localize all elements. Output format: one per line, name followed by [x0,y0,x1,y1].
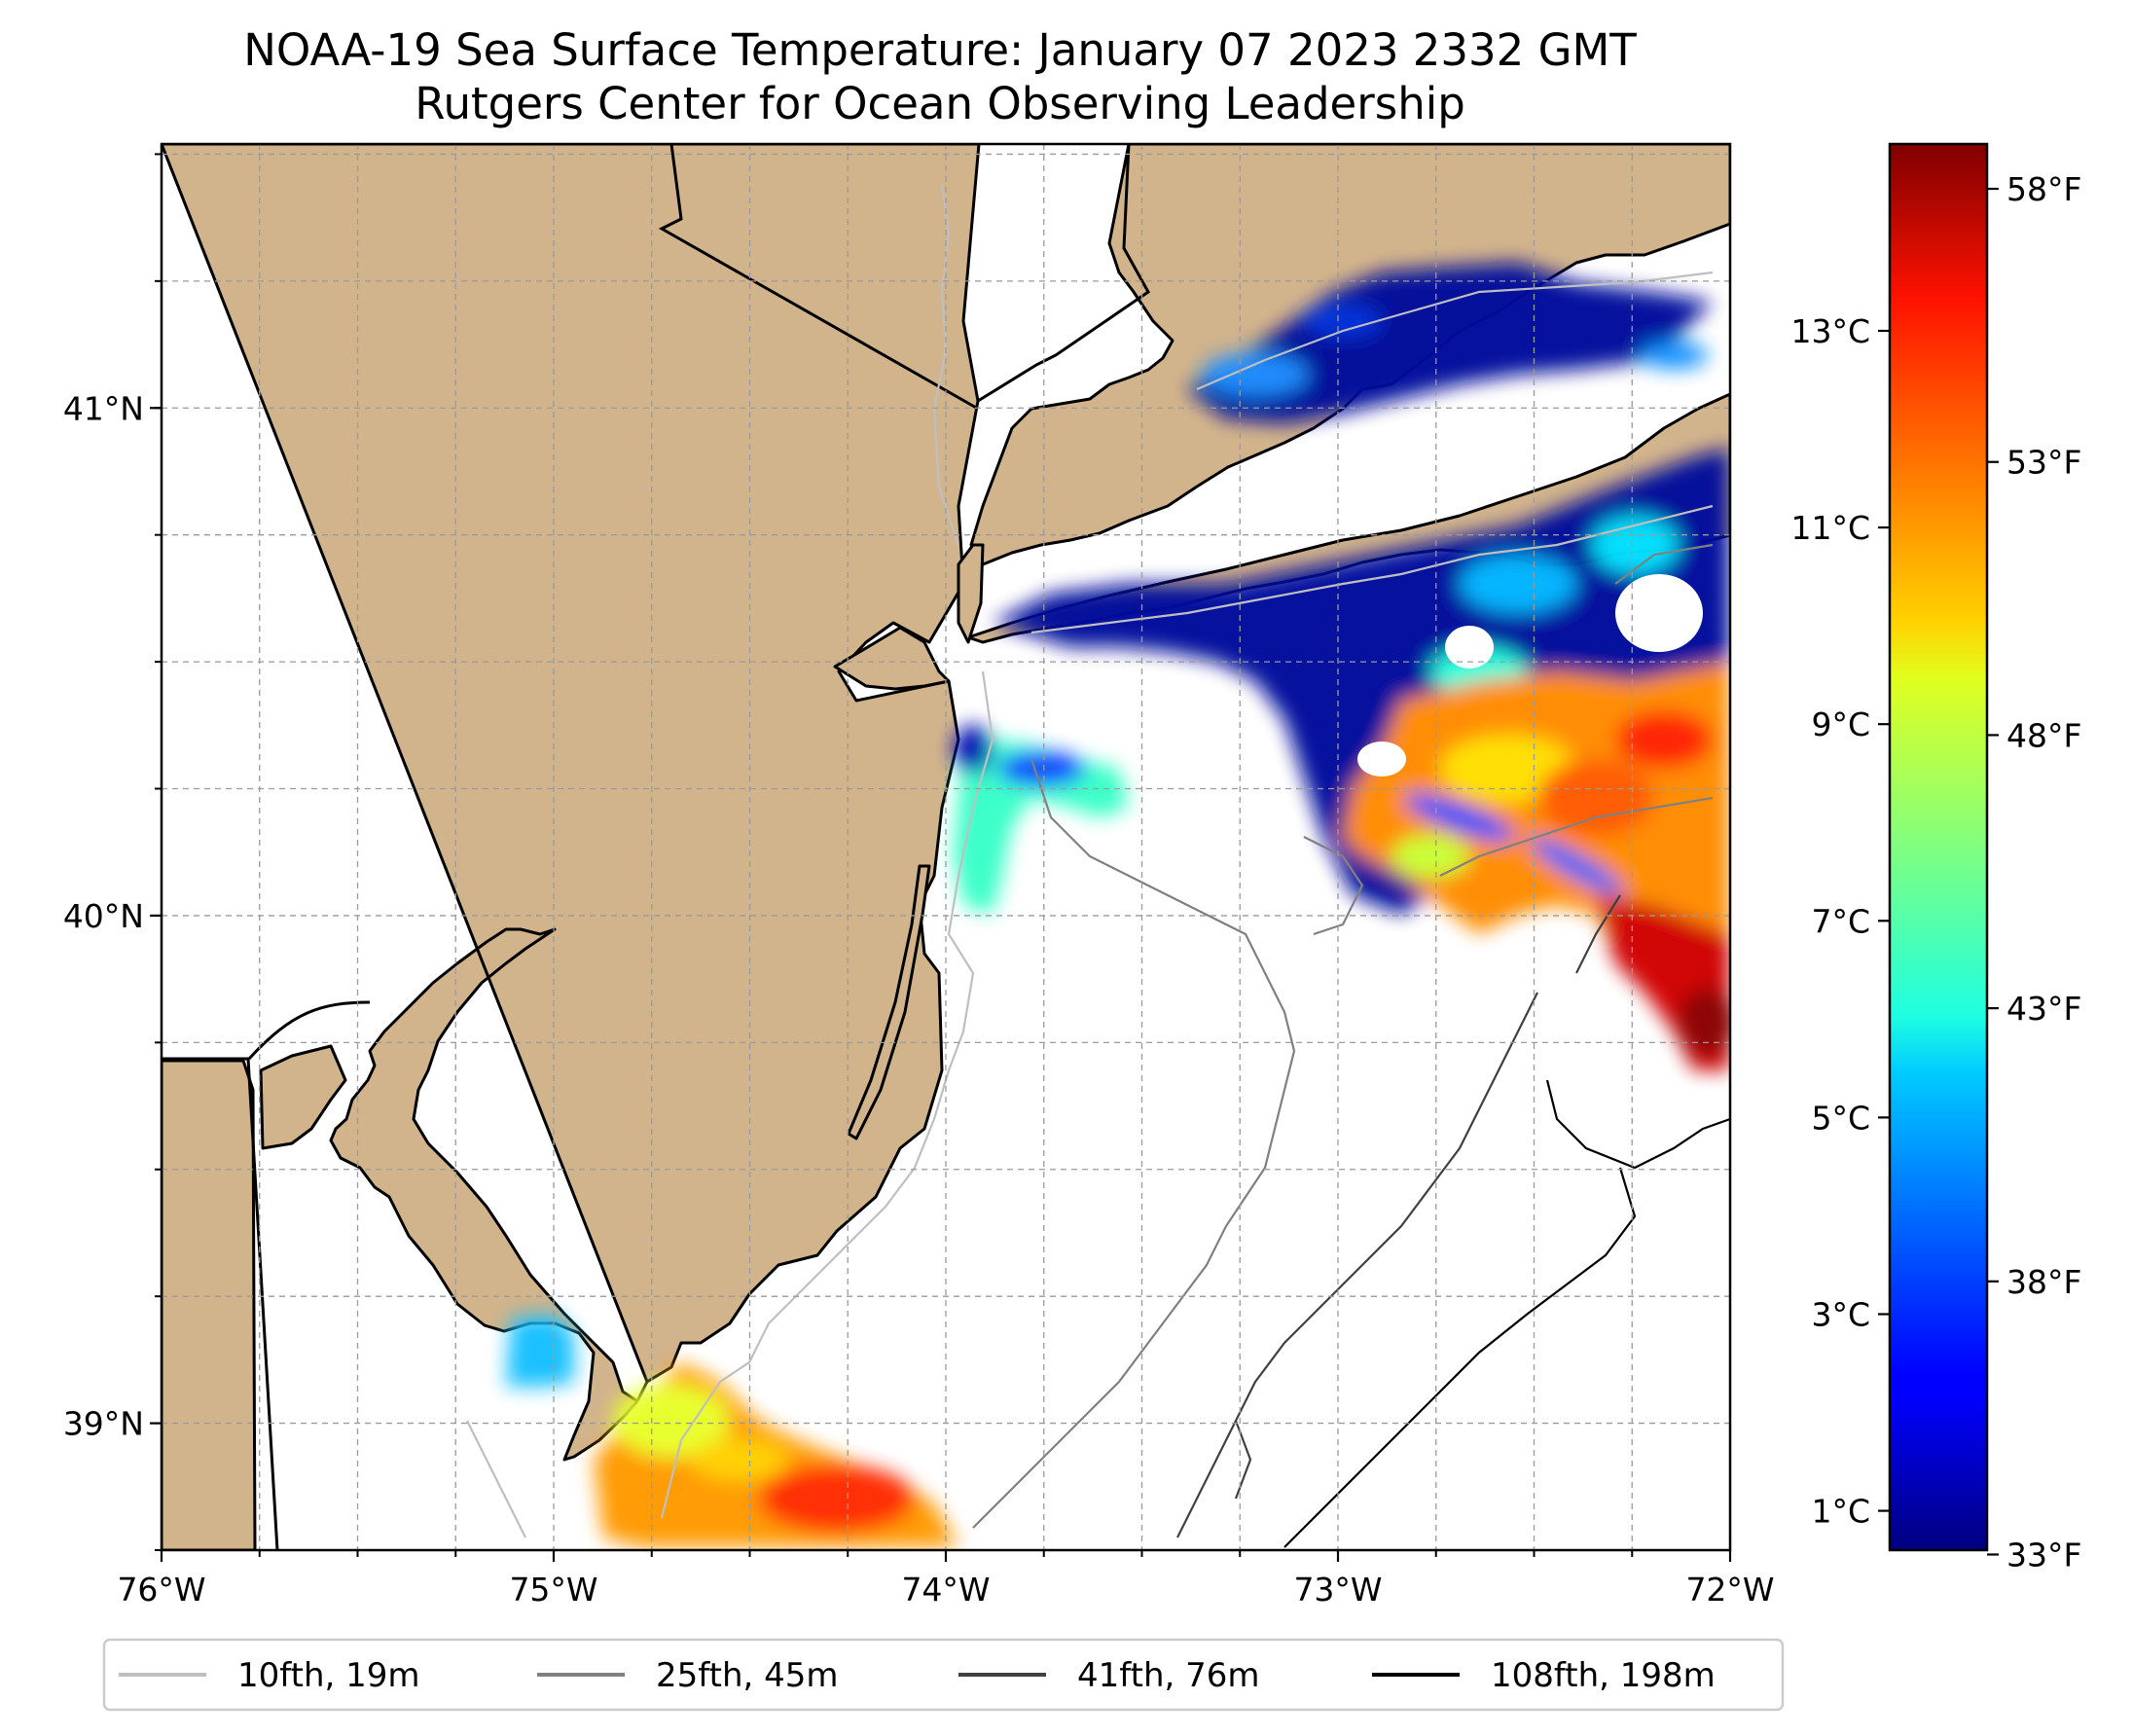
land-delaware [162,1059,257,1550]
map-panel [162,144,1730,1550]
map-subtitle: Rutgers Center for Ocean Observing Leade… [415,78,1465,129]
map-gridlines [162,144,1730,1550]
celsius-tick-label: 11°C [1790,509,1870,547]
celsius-tick-label: 13°C [1790,312,1870,350]
fahrenheit-tick-label: 53°F [2006,444,2081,482]
land-nj-barrier [847,864,931,1140]
legend-label: 41fth, 76m [1077,1656,1260,1695]
land-sw-corner [259,1044,347,1150]
legend-label: 108fth, 198m [1491,1656,1716,1695]
fahrenheit-tick-label: 43°F [2006,990,2081,1028]
sst-field [506,263,1730,1547]
fahrenheit-tick-label: 33°F [2006,1536,2081,1573]
lat-tick-label: 39°N [63,1405,144,1443]
fahrenheit-tick-label: 48°F [2006,716,2081,754]
contour-legend: 10fth, 19m 25fth, 45m 41fth, 76m 108fth, 19… [102,1638,1785,1712]
legend-label: 10fth, 19m [237,1656,420,1695]
legend-box [102,1638,1785,1712]
land-staten [833,626,951,691]
fahrenheit-tick-label: 38°F [2006,1263,2081,1301]
colorbar-ticks: 1°C 3°C 5°C 7°C 9°C 11°C 13°C 33°F 38°F 43°F 48°F 5… [1790,170,2081,1573]
sst-nj-nearshore [954,740,1129,915]
map-title: NOAA-19 Sea Surface Temperature: January… [243,24,1637,76]
contour-41fth [1176,894,1621,1538]
bathymetry-contours [466,184,1730,1548]
celsius-tick-label: 9°C [1811,705,1870,743]
lon-tick-label: 73°W [1293,1571,1382,1609]
legend-label: 25fth, 45m [656,1656,839,1695]
colorbar-gradient [1888,142,1989,1552]
fahrenheit-tick-label: 58°F [2006,170,2081,208]
contour-108fth [1283,1079,1730,1548]
contour-25fth [972,543,1714,1529]
celsius-tick-label: 3°C [1811,1295,1870,1333]
celsius-tick-label: 1°C [1811,1493,1870,1531]
lat-tick-label: 41°N [63,389,144,427]
sst-delaware-bay [506,1314,574,1387]
celsius-tick-label: 7°C [1811,902,1870,940]
lon-tick-label: 76°W [117,1571,205,1609]
lon-tick-label: 72°W [1685,1571,1774,1609]
state-borders [162,144,1150,1550]
sst-long-island-sound [1187,263,1713,423]
colorbar: 1°C 3°C 5°C 7°C 9°C 11°C 13°C 33°F 38°F 43°F 48°F 5… [1790,142,2081,1573]
lon-tick-label: 74°W [901,1571,990,1609]
land-barrier-island [957,543,985,644]
map-axes: 76°W 75°W 74°W 73°W 72°W 41°N 40°N 39°N [63,153,1775,1609]
lat-tick-label: 40°N [63,897,144,935]
celsius-tick-label: 5°C [1811,1099,1870,1137]
lon-tick-label: 75°W [509,1571,597,1609]
